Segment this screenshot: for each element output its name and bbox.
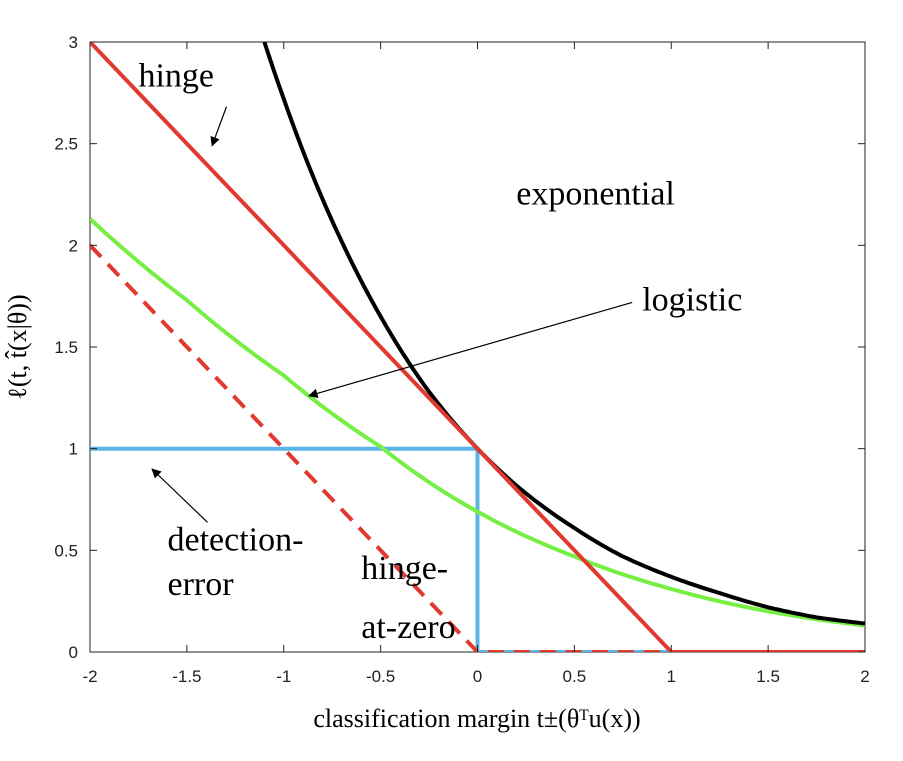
series-layer [90, 42, 865, 652]
y-axis-label: ℓ(t, t̂(x|θ)) [3, 294, 32, 399]
annotation-detection: detection- [168, 521, 304, 558]
annotation-hinge: hinge [138, 58, 214, 95]
y-tick-label: 2 [69, 236, 78, 255]
x-tick-label: 0 [473, 667, 482, 686]
x-tick-label: -1.5 [172, 667, 201, 686]
series-line-hinge-at-zero [90, 243, 865, 652]
x-tick-label: 2 [860, 667, 869, 686]
series-line-hinge [90, 42, 865, 652]
x-tick-label: 0.5 [563, 667, 587, 686]
annotation-at-zero: at-zero [361, 609, 455, 646]
annotation-error: error [168, 566, 235, 603]
series-line-logistic [90, 217, 865, 628]
series-line-detection-error [90, 446, 865, 652]
annotation-arrow-hinge [210, 106, 228, 147]
y-tick-label: 3 [69, 33, 78, 52]
x-tick-label: -2 [82, 667, 97, 686]
annotation-layer: hinge exponential logistic detection-error h… [138, 58, 742, 646]
annotation-hinge: hinge- [361, 550, 448, 587]
y-tick-label: 0 [69, 643, 78, 662]
y-tick-label: 2.5 [54, 135, 78, 154]
annotation-logistic: logistic [642, 281, 742, 318]
annotation-arrow-detection [151, 468, 208, 523]
ticks-layer: -2 -1.5 -1 -0.5 0 0.5 1 1.5 2 0 0.5 1 1.5 2 2.5 3 [54, 33, 869, 686]
x-tick-label: 1.5 [756, 667, 780, 686]
y-tick-label: 1.5 [54, 338, 78, 357]
y-tick-label: 0.5 [54, 541, 78, 560]
y-tick-label: 1 [69, 440, 78, 459]
x-tick-label: -0.5 [366, 667, 395, 686]
x-axis-label: classification margin t±(θᵀu(x)) [313, 704, 640, 733]
annotation-exponential: exponential [516, 176, 675, 213]
x-tick-label: -1 [276, 667, 291, 686]
x-tick-label: 1 [667, 667, 676, 686]
annotation-arrow-logistic [308, 301, 633, 399]
series-line-exponential [262, 42, 865, 626]
